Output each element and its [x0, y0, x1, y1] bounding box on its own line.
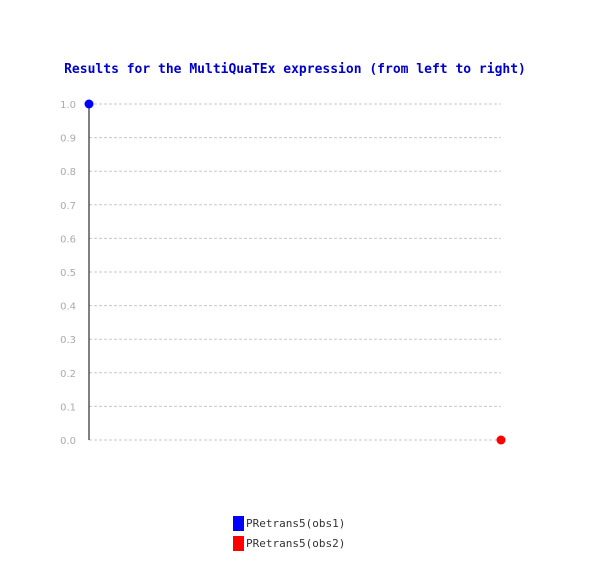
legend-swatch-obs2: [233, 536, 244, 551]
legend-swatch-obs1: [233, 516, 244, 531]
legend-label-obs1: PRetrans5(obs1): [246, 517, 345, 530]
y-tick-label: 0.6: [60, 234, 76, 245]
y-tick-label: 0.5: [60, 268, 76, 279]
y-tick-label: 1.0: [60, 100, 76, 111]
y-tick-label: 0.0: [60, 436, 76, 447]
legend-item-obs1: PRetrans5(obs1): [233, 513, 345, 533]
y-tick-label: 0.2: [60, 369, 76, 380]
y-tick-labels: 0.0 0.1 0.2 0.3 0.4 0.5 0.6 0.7 0.8 0.9 1.0: [60, 100, 76, 447]
legend: PRetrans5(obs1) PRetrans5(obs2): [233, 513, 345, 553]
legend-item-obs2: PRetrans5(obs2): [233, 533, 345, 553]
data-point-series-1: [85, 100, 94, 109]
y-tick-label: 0.8: [60, 167, 76, 178]
y-tick-label: 0.3: [60, 335, 76, 346]
y-tick-label: 0.7: [60, 201, 76, 212]
data-point-series-2: [497, 436, 506, 445]
y-tick-label: 0.4: [60, 302, 76, 313]
legend-label-obs2: PRetrans5(obs2): [246, 537, 345, 550]
grid-lines: [89, 104, 501, 440]
y-tick-label: 0.9: [60, 134, 76, 145]
y-tick-label: 0.1: [60, 402, 76, 413]
